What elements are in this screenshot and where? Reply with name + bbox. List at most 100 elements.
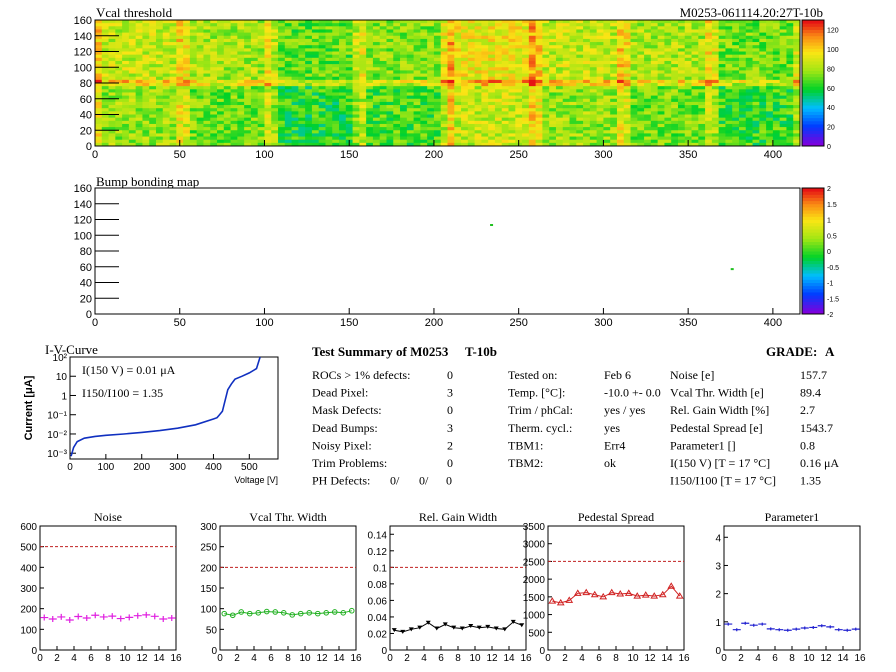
heat-cell [562, 48, 570, 52]
heat-cell [413, 54, 421, 59]
heat-cell [759, 26, 767, 30]
heat-cell [217, 136, 225, 141]
heat-cell [671, 105, 679, 109]
palette-band [802, 276, 824, 280]
heat-cell [291, 92, 299, 96]
heat-cell [169, 127, 177, 131]
y-tick-label: 0.04 [368, 613, 388, 624]
heat-cell [691, 32, 699, 37]
data-point [766, 627, 775, 631]
heat-cell [684, 45, 692, 49]
heat-cell [101, 123, 109, 128]
heat-cell [176, 105, 184, 109]
palette-band [802, 260, 824, 265]
heat-cell [671, 45, 679, 49]
heat-cell [650, 45, 659, 49]
heat-cell [366, 86, 374, 90]
heat-cell [569, 136, 577, 141]
heat-cell [189, 83, 198, 87]
heat-cell [278, 79, 286, 84]
heat-cell [528, 83, 537, 87]
heat-cell [427, 136, 435, 141]
heat-cell [718, 38, 726, 43]
heat-cell [671, 117, 679, 122]
heat-cell [311, 130, 320, 134]
heat-cell [474, 130, 482, 134]
heat-cell [711, 98, 720, 103]
heat-cell [156, 120, 164, 125]
heat-cell [101, 139, 109, 144]
heat-cell [637, 111, 645, 115]
heat-cell [644, 105, 652, 109]
heat-cell [488, 120, 496, 125]
heat-cell [271, 114, 279, 119]
heat-cell [454, 51, 462, 56]
heat-cell [257, 123, 265, 128]
heat-cell [393, 114, 401, 119]
heat-cell [691, 101, 699, 106]
heat-cell [644, 95, 652, 100]
heat-cell [691, 133, 699, 137]
heat-cell [257, 83, 265, 87]
heat-cell [501, 111, 509, 115]
heat-cell [318, 83, 326, 87]
heat-cell [318, 79, 326, 84]
heat-cell [515, 45, 523, 49]
heat-cell [149, 117, 157, 122]
heat-cell [237, 123, 245, 128]
heat-cell [576, 35, 584, 40]
heat-cell [339, 101, 347, 106]
heat-cell [196, 51, 204, 56]
heat-cell [379, 54, 387, 59]
heat-cell [406, 130, 415, 134]
heat-cell [339, 76, 347, 81]
heat-cell [555, 73, 564, 78]
heat-cell [189, 105, 198, 109]
heat-cell [569, 139, 577, 144]
heat-cell [372, 54, 381, 59]
heat-cell [128, 101, 137, 106]
heat-cell [515, 89, 523, 93]
heat-cell [555, 139, 564, 144]
palette-band [802, 295, 824, 299]
heat-cell [420, 60, 428, 65]
heat-cell [223, 70, 231, 74]
heat-cell [278, 127, 286, 131]
heat-cell [589, 139, 598, 144]
heat-cell [623, 45, 631, 49]
heat-cell [691, 136, 699, 141]
heat-cell [698, 23, 706, 27]
heat-cell [711, 101, 720, 106]
x-tick-label: 10 [469, 653, 481, 664]
heat-cell [413, 67, 421, 71]
plot-frame [219, 525, 357, 651]
palette-band [802, 51, 824, 56]
heat-cell [169, 120, 177, 125]
palette-band [802, 139, 824, 144]
heat-cell [284, 139, 292, 144]
vcal-title: Vcal threshold [96, 5, 173, 20]
heat-cell [528, 60, 537, 65]
heat-cell [522, 60, 530, 65]
heat-cell [535, 127, 543, 131]
heat-cell [698, 83, 706, 87]
heat-cell [284, 98, 292, 103]
heat-cell [325, 54, 333, 59]
heat-cell [738, 142, 747, 147]
heat-cell [298, 45, 306, 49]
heat-cell [393, 23, 401, 27]
heat-cell [555, 95, 564, 100]
heat-cell [664, 51, 672, 56]
heat-cell [210, 60, 218, 65]
heat-cell [122, 76, 130, 81]
heat-cell [325, 142, 333, 147]
heat-cell [725, 73, 733, 78]
heat-cell [711, 89, 720, 93]
heat-cell [386, 111, 394, 115]
heat-cell [610, 111, 618, 115]
heat-cell [461, 26, 469, 30]
heat-cell [210, 51, 218, 56]
heat-cell [488, 45, 496, 49]
heat-cell [732, 117, 740, 122]
heat-cell [725, 20, 733, 24]
